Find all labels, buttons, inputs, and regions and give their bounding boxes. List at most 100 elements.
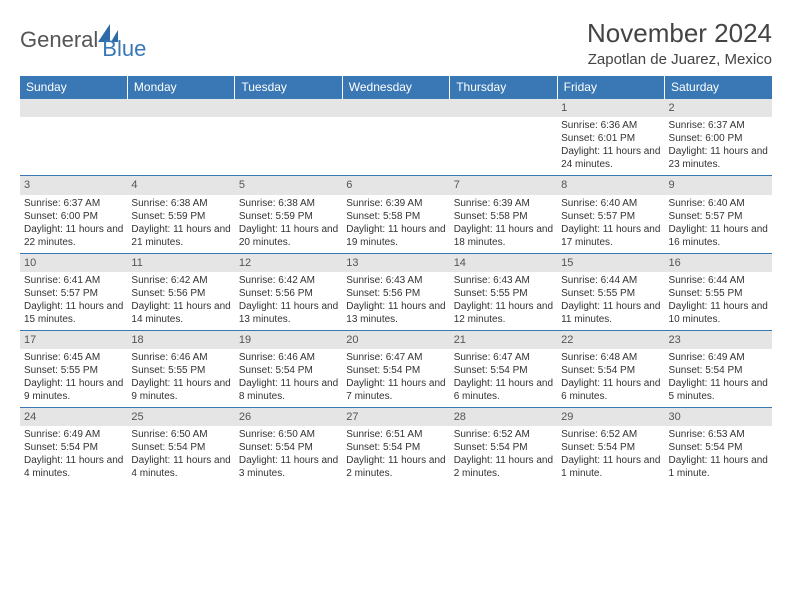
day-number: 16 <box>665 254 772 272</box>
cell-content: Sunrise: 6:51 AMSunset: 5:54 PMDaylight:… <box>342 426 449 484</box>
sunrise-text: Sunrise: 6:46 AM <box>239 351 338 364</box>
daylight-text: Daylight: 11 hours and 11 minutes. <box>561 300 660 326</box>
calendar-cell: 22Sunrise: 6:48 AMSunset: 5:54 PMDayligh… <box>557 330 664 407</box>
sunset-text: Sunset: 5:55 PM <box>561 287 660 300</box>
day-number: 2 <box>665 99 772 117</box>
calendar-cell: 6Sunrise: 6:39 AMSunset: 5:58 PMDaylight… <box>342 176 449 253</box>
sunset-text: Sunset: 5:54 PM <box>454 441 553 454</box>
calendar-cell: 9Sunrise: 6:40 AMSunset: 5:57 PMDaylight… <box>665 176 772 253</box>
sunrise-text: Sunrise: 6:48 AM <box>561 351 660 364</box>
day-number: 15 <box>557 254 664 272</box>
sunset-text: Sunset: 6:00 PM <box>24 210 123 223</box>
cell-content: Sunrise: 6:50 AMSunset: 5:54 PMDaylight:… <box>127 426 234 484</box>
calendar-cell: 27Sunrise: 6:51 AMSunset: 5:54 PMDayligh… <box>342 408 449 485</box>
sunrise-text: Sunrise: 6:49 AM <box>24 428 123 441</box>
calendar-cell <box>450 99 557 176</box>
cell-content: Sunrise: 6:40 AMSunset: 5:57 PMDaylight:… <box>557 195 664 253</box>
sunrise-text: Sunrise: 6:37 AM <box>669 119 768 132</box>
page: General Blue November 2024 Zapotlan de J… <box>0 0 792 494</box>
cell-content-empty <box>20 117 127 175</box>
sunset-text: Sunset: 5:54 PM <box>346 364 445 377</box>
day-number: 18 <box>127 331 234 349</box>
daylight-text: Daylight: 11 hours and 20 minutes. <box>239 223 338 249</box>
sunset-text: Sunset: 5:57 PM <box>561 210 660 223</box>
day-number: 5 <box>235 176 342 194</box>
cell-content: Sunrise: 6:43 AMSunset: 5:56 PMDaylight:… <box>342 272 449 330</box>
cell-content: Sunrise: 6:44 AMSunset: 5:55 PMDaylight:… <box>557 272 664 330</box>
calendar-week: 1Sunrise: 6:36 AMSunset: 6:01 PMDaylight… <box>20 99 772 176</box>
daylight-text: Daylight: 11 hours and 5 minutes. <box>669 377 768 403</box>
sunset-text: Sunset: 5:59 PM <box>131 210 230 223</box>
daylight-text: Daylight: 11 hours and 7 minutes. <box>346 377 445 403</box>
calendar-cell: 2Sunrise: 6:37 AMSunset: 6:00 PMDaylight… <box>665 99 772 176</box>
cell-content: Sunrise: 6:39 AMSunset: 5:58 PMDaylight:… <box>450 195 557 253</box>
day-header: Sunday <box>20 76 127 99</box>
day-number: 27 <box>342 408 449 426</box>
sunset-text: Sunset: 5:55 PM <box>669 287 768 300</box>
day-number: 21 <box>450 331 557 349</box>
day-number: 3 <box>20 176 127 194</box>
calendar-cell: 13Sunrise: 6:43 AMSunset: 5:56 PMDayligh… <box>342 253 449 330</box>
day-header: Thursday <box>450 76 557 99</box>
sunset-text: Sunset: 5:54 PM <box>669 441 768 454</box>
daylight-text: Daylight: 11 hours and 6 minutes. <box>561 377 660 403</box>
cell-content-empty <box>235 117 342 175</box>
cell-content: Sunrise: 6:50 AMSunset: 5:54 PMDaylight:… <box>235 426 342 484</box>
sunset-text: Sunset: 5:54 PM <box>239 364 338 377</box>
cell-content: Sunrise: 6:40 AMSunset: 5:57 PMDaylight:… <box>665 195 772 253</box>
daylight-text: Daylight: 11 hours and 9 minutes. <box>24 377 123 403</box>
day-number: 12 <box>235 254 342 272</box>
daylight-text: Daylight: 11 hours and 8 minutes. <box>239 377 338 403</box>
sunset-text: Sunset: 5:55 PM <box>131 364 230 377</box>
sunrise-text: Sunrise: 6:49 AM <box>669 351 768 364</box>
day-number: 9 <box>665 176 772 194</box>
sunrise-text: Sunrise: 6:53 AM <box>669 428 768 441</box>
calendar-header-row: SundayMondayTuesdayWednesdayThursdayFrid… <box>20 76 772 99</box>
sunset-text: Sunset: 5:54 PM <box>669 364 768 377</box>
day-header: Friday <box>557 76 664 99</box>
cell-content: Sunrise: 6:45 AMSunset: 5:55 PMDaylight:… <box>20 349 127 407</box>
calendar-cell <box>20 99 127 176</box>
calendar-cell: 17Sunrise: 6:45 AMSunset: 5:55 PMDayligh… <box>20 330 127 407</box>
calendar-cell: 11Sunrise: 6:42 AMSunset: 5:56 PMDayligh… <box>127 253 234 330</box>
calendar-week: 24Sunrise: 6:49 AMSunset: 5:54 PMDayligh… <box>20 408 772 485</box>
daylight-text: Daylight: 11 hours and 12 minutes. <box>454 300 553 326</box>
cell-content-empty <box>450 117 557 175</box>
day-number: 20 <box>342 331 449 349</box>
cell-content-empty <box>342 117 449 175</box>
calendar-cell: 15Sunrise: 6:44 AMSunset: 5:55 PMDayligh… <box>557 253 664 330</box>
day-number: 7 <box>450 176 557 194</box>
daylight-text: Daylight: 11 hours and 1 minute. <box>561 454 660 480</box>
sunset-text: Sunset: 5:56 PM <box>131 287 230 300</box>
calendar-cell <box>342 99 449 176</box>
day-number: 13 <box>342 254 449 272</box>
calendar-body: 1Sunrise: 6:36 AMSunset: 6:01 PMDaylight… <box>20 99 772 485</box>
daylight-text: Daylight: 11 hours and 6 minutes. <box>454 377 553 403</box>
calendar-cell: 1Sunrise: 6:36 AMSunset: 6:01 PMDaylight… <box>557 99 664 176</box>
daylight-text: Daylight: 11 hours and 9 minutes. <box>131 377 230 403</box>
cell-content: Sunrise: 6:49 AMSunset: 5:54 PMDaylight:… <box>665 349 772 407</box>
sunset-text: Sunset: 5:55 PM <box>24 364 123 377</box>
cell-content: Sunrise: 6:44 AMSunset: 5:55 PMDaylight:… <box>665 272 772 330</box>
daylight-text: Daylight: 11 hours and 13 minutes. <box>346 300 445 326</box>
calendar-cell: 26Sunrise: 6:50 AMSunset: 5:54 PMDayligh… <box>235 408 342 485</box>
day-header: Monday <box>127 76 234 99</box>
cell-content: Sunrise: 6:37 AMSunset: 6:00 PMDaylight:… <box>20 195 127 253</box>
daylight-text: Daylight: 11 hours and 21 minutes. <box>131 223 230 249</box>
sunset-text: Sunset: 5:54 PM <box>24 441 123 454</box>
sunset-text: Sunset: 5:54 PM <box>561 441 660 454</box>
daylight-text: Daylight: 11 hours and 18 minutes. <box>454 223 553 249</box>
sunset-text: Sunset: 5:56 PM <box>346 287 445 300</box>
calendar-cell: 10Sunrise: 6:41 AMSunset: 5:57 PMDayligh… <box>20 253 127 330</box>
daylight-text: Daylight: 11 hours and 23 minutes. <box>669 145 768 171</box>
cell-content: Sunrise: 6:49 AMSunset: 5:54 PMDaylight:… <box>20 426 127 484</box>
day-number: 4 <box>127 176 234 194</box>
month-title: November 2024 <box>587 18 772 49</box>
day-header: Saturday <box>665 76 772 99</box>
calendar-cell: 14Sunrise: 6:43 AMSunset: 5:55 PMDayligh… <box>450 253 557 330</box>
day-number: 11 <box>127 254 234 272</box>
sunset-text: Sunset: 5:54 PM <box>454 364 553 377</box>
daylight-text: Daylight: 11 hours and 13 minutes. <box>239 300 338 326</box>
daylight-text: Daylight: 11 hours and 16 minutes. <box>669 223 768 249</box>
calendar-week: 17Sunrise: 6:45 AMSunset: 5:55 PMDayligh… <box>20 330 772 407</box>
